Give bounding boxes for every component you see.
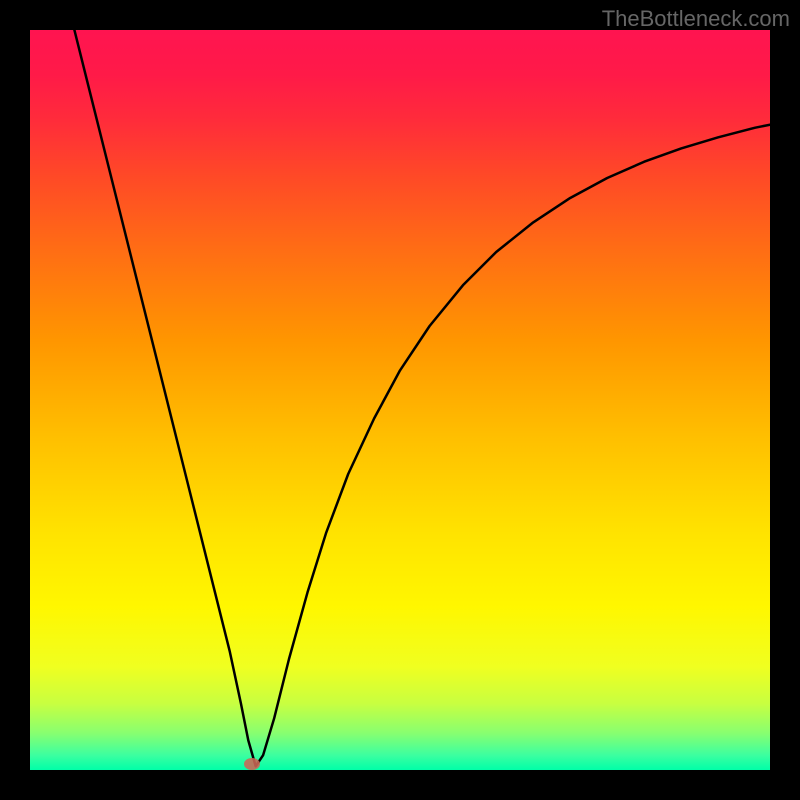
watermark-text: TheBottleneck.com [602,6,790,32]
bottleneck-curve [74,30,770,766]
curve-layer [30,30,770,770]
plot-area [30,30,770,770]
chart-container: TheBottleneck.com [0,0,800,800]
